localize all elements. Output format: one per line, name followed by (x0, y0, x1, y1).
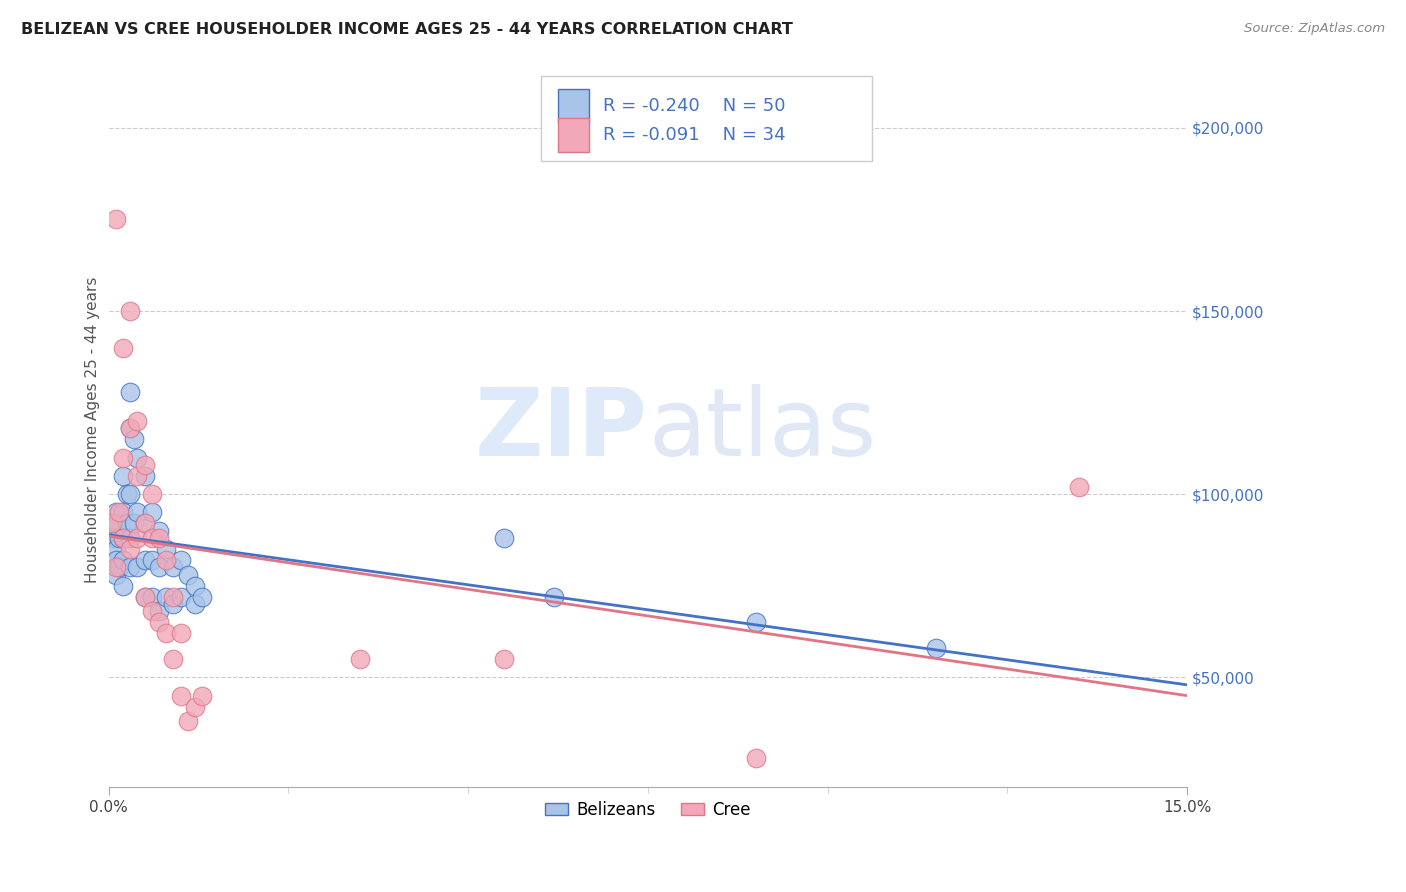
Point (108, 506, 131, 520)
Point (177, 567, 200, 582)
Point (104, 553, 127, 567)
Point (162, 652, 184, 666)
Point (108, 531, 131, 545)
Point (122, 516, 145, 531)
Point (141, 487, 163, 501)
Point (134, 468, 156, 483)
Text: atlas: atlas (648, 384, 876, 476)
Point (115, 487, 138, 501)
Point (127, 560, 149, 574)
Point (148, 615, 170, 630)
Point (184, 699, 207, 714)
Point (184, 579, 207, 593)
Point (162, 560, 184, 574)
Point (111, 450, 134, 465)
Point (924, 640, 946, 655)
Text: ZIP: ZIP (475, 384, 648, 476)
Point (111, 531, 134, 545)
Point (127, 531, 149, 545)
Point (120, 531, 142, 545)
Point (134, 458, 156, 472)
Y-axis label: Householder Income Ages 25 - 44 years: Householder Income Ages 25 - 44 years (86, 277, 100, 583)
Point (111, 468, 134, 483)
Point (104, 567, 127, 582)
Point (494, 652, 516, 666)
Point (120, 304, 142, 318)
Point (134, 516, 156, 531)
Point (162, 590, 184, 604)
Point (141, 553, 163, 567)
Point (155, 626, 177, 640)
Point (191, 590, 214, 604)
Point (148, 531, 170, 545)
Text: R = -0.091    N = 34: R = -0.091 N = 34 (603, 126, 786, 144)
Point (169, 590, 191, 604)
Point (141, 590, 163, 604)
Point (191, 689, 214, 703)
Point (169, 689, 191, 703)
Point (745, 615, 768, 630)
Point (141, 604, 163, 618)
Point (543, 590, 565, 604)
Point (108, 560, 131, 574)
Point (148, 560, 170, 574)
Text: BELIZEAN VS CREE HOUSEHOLDER INCOME AGES 25 - 44 YEARS CORRELATION CHART: BELIZEAN VS CREE HOUSEHOLDER INCOME AGES… (21, 22, 793, 37)
Point (120, 542, 142, 557)
Point (127, 468, 149, 483)
Point (162, 597, 184, 611)
Point (111, 506, 134, 520)
Point (169, 626, 191, 640)
Point (134, 590, 156, 604)
Point (115, 516, 138, 531)
Point (104, 542, 127, 557)
Point (127, 506, 149, 520)
Point (155, 553, 177, 567)
Point (169, 553, 191, 567)
Point (120, 421, 142, 435)
Text: Source: ZipAtlas.com: Source: ZipAtlas.com (1244, 22, 1385, 36)
Point (101, 524, 124, 538)
Point (104, 212, 127, 227)
Legend: Belizeans, Cree: Belizeans, Cree (538, 794, 758, 825)
Point (111, 341, 134, 355)
Point (177, 714, 200, 729)
Point (120, 560, 142, 574)
Point (745, 751, 768, 765)
Point (141, 506, 163, 520)
Point (111, 531, 134, 545)
Point (104, 560, 127, 574)
Point (134, 553, 156, 567)
Point (127, 450, 149, 465)
Point (134, 590, 156, 604)
Point (103, 531, 125, 545)
Point (141, 531, 163, 545)
Point (105, 516, 128, 531)
Point (120, 487, 142, 501)
Point (134, 516, 156, 531)
Point (101, 516, 124, 531)
Point (111, 579, 134, 593)
Point (155, 542, 177, 557)
Point (1069, 480, 1091, 494)
Text: R = -0.240    N = 50: R = -0.240 N = 50 (603, 97, 786, 115)
Point (120, 384, 142, 399)
Point (349, 652, 371, 666)
Point (111, 553, 134, 567)
Point (120, 421, 142, 435)
Point (127, 414, 149, 428)
Point (122, 432, 145, 446)
Point (148, 524, 170, 538)
Point (148, 604, 170, 618)
Point (104, 506, 127, 520)
Point (184, 597, 207, 611)
Point (155, 590, 177, 604)
Point (494, 531, 516, 545)
